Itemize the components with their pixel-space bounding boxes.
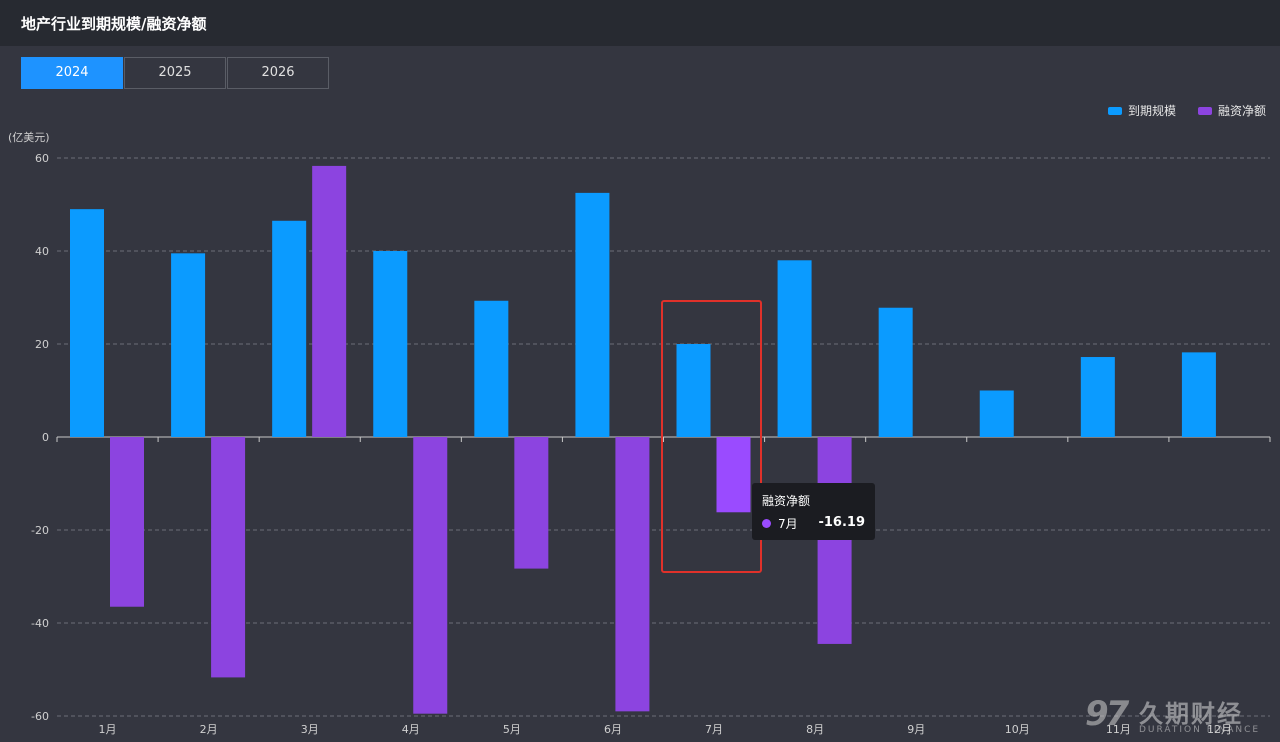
bar-maturity <box>878 307 913 437</box>
bar-net-financing <box>211 437 246 678</box>
bar-net-financing <box>514 437 549 569</box>
bar-net-financing <box>817 437 852 644</box>
bar-net-financing <box>312 165 347 437</box>
x-tick-label: 4月 <box>402 723 420 736</box>
x-tick-label: 5月 <box>503 723 521 736</box>
y-tick-label: 0 <box>42 431 49 444</box>
legend-swatch-maturity <box>1107 106 1122 115</box>
y-tick-label: 40 <box>35 245 49 258</box>
y-axis-unit-label: (亿美元) <box>8 131 50 144</box>
bar-maturity <box>575 192 610 437</box>
bar-maturity <box>676 344 711 437</box>
legend-label-net-financing: 融资净额 <box>1217 104 1266 118</box>
watermark-en: DURATION FINANCE <box>1139 725 1261 735</box>
tab-2024[interactable]: 2024 <box>21 57 123 89</box>
bar-maturity <box>171 253 206 437</box>
legend-item-maturity[interactable]: 到期规模 <box>1107 102 1176 119</box>
y-tick-label: 60 <box>35 152 49 165</box>
legend-item-net-financing[interactable]: 融资净额 <box>1197 102 1266 119</box>
tooltip-title: 融资净额 <box>762 494 811 508</box>
bar-net-financing <box>110 437 144 607</box>
bar-maturity <box>272 220 307 437</box>
bar-maturity <box>1080 357 1115 437</box>
bar-maturity <box>777 260 812 437</box>
chart-tooltip: 融资净额 7月 -16.19 <box>752 483 875 540</box>
x-tick-label: 7月 <box>705 723 723 736</box>
year-tabs: 2024 2025 2026 <box>21 57 330 89</box>
bar-maturity <box>474 300 509 437</box>
y-tick-label: -20 <box>31 524 49 537</box>
x-tick-label: 10月 <box>1005 723 1030 736</box>
x-tick-label: 6月 <box>604 723 622 736</box>
watermark-cn: 久期财经 <box>1139 700 1243 728</box>
tooltip-series-dot <box>762 519 771 528</box>
x-tick-label: 11月 <box>1106 723 1131 736</box>
bar-maturity <box>70 209 104 437</box>
x-tick-label: 12月 <box>1207 723 1232 736</box>
x-tick-label: 8月 <box>806 723 824 736</box>
watermark-logo: 97 久期财经 DURATION FINANCE <box>1085 694 1270 738</box>
x-tick-label: 2月 <box>200 723 218 736</box>
tooltip-label: 7月 <box>778 517 798 531</box>
bar-net-financing <box>716 437 751 513</box>
bar-net-financing <box>615 437 650 712</box>
page-title: 地产行业到期规模/融资净额 <box>21 15 207 33</box>
y-tick-label: 20 <box>35 338 49 351</box>
bar-net-financing <box>413 437 448 714</box>
y-tick-label: -60 <box>31 710 49 723</box>
watermark-mark: 97 <box>1085 694 1129 734</box>
tab-2026[interactable]: 2026 <box>227 57 329 89</box>
legend-swatch-net-financing <box>1197 106 1212 115</box>
page-header: 地产行业到期规模/融资净额 <box>0 0 1280 46</box>
y-tick-label: -40 <box>31 617 49 630</box>
x-tick-label: 9月 <box>907 723 925 736</box>
tab-2025[interactable]: 2025 <box>124 57 226 89</box>
legend-label-maturity: 到期规模 <box>1127 104 1176 118</box>
bar-maturity <box>979 390 1014 437</box>
bar-maturity <box>373 251 408 437</box>
x-tick-label: 1月 <box>99 723 117 736</box>
x-tick-label: 3月 <box>301 723 319 736</box>
tooltip-value: -16.19 <box>818 515 865 530</box>
chart-legend: 到期规模 融资净额 <box>1107 102 1266 119</box>
bar-maturity <box>1181 352 1216 437</box>
